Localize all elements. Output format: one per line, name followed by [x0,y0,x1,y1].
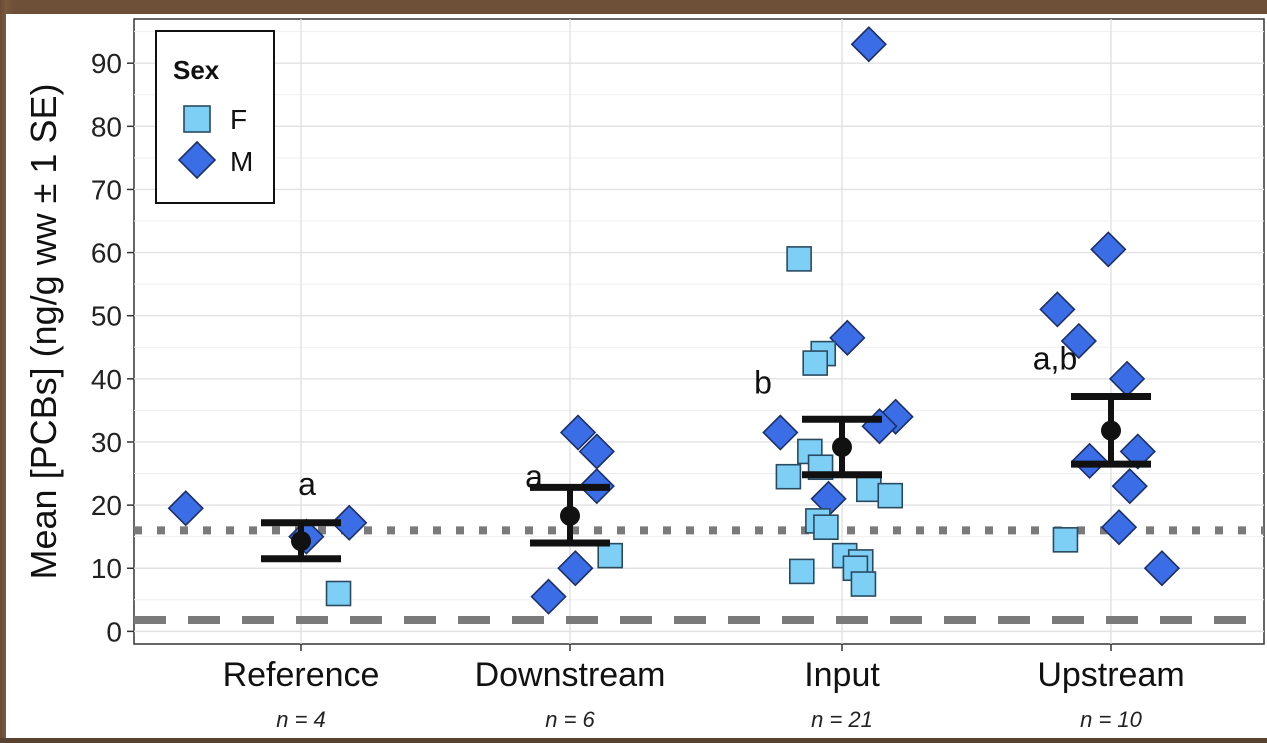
y-tick-label: 20 [91,490,122,521]
x-tick-label: Reference [223,656,380,694]
y-tick-label: 50 [91,301,122,332]
legend-box [155,30,275,204]
legend-label-male: M [230,146,253,177]
point-female [775,463,802,490]
point-female [788,558,815,585]
scatter-chart: Mean [PCBs] (ng/g ww ± 1 SE) a a b a,b 0 10 2… [23,18,1265,732]
point-male [850,26,887,63]
y-tick-label: 60 [91,238,122,269]
point-male [167,490,204,527]
point-male [1090,231,1127,268]
point-female [850,571,877,597]
y-tick-label: 30 [91,427,122,458]
mean-point [291,531,311,552]
point-male [1119,433,1156,470]
y-tick-label: 10 [91,553,122,584]
legend-title: Sex [173,55,220,85]
point-female [877,482,904,509]
significance-label: a,b [1033,341,1077,377]
point-male [530,578,567,615]
point-male [1039,291,1076,328]
mean-point [1101,420,1121,441]
point-male [331,504,368,541]
x-tick-label: Input [804,656,880,694]
significance-label: b [754,364,772,400]
error-bars: a a b a,b [261,341,1151,563]
x-tick-label: Upstream [1037,656,1184,694]
x-tick-label: Downstream [475,656,666,694]
point-male [559,414,597,451]
x-ticks: Reference n = 4 Downstream n = 6 Input n = 21… [223,644,1185,732]
point-male [1060,322,1097,360]
y-tick-label: 90 [91,48,122,79]
y-axis-label: Mean [PCBs] (ng/g ww ± 1 SE) [23,84,64,580]
y-ticks: 0 10 20 30 40 50 60 70 80 90 [91,48,134,647]
point-male [1143,550,1181,587]
legend-label-female: F [230,104,247,135]
reference-lines [134,526,1264,625]
point-female [1052,527,1079,553]
point-male [829,319,866,356]
sample-size-label: n = 6 [545,707,595,732]
point-female [325,580,352,607]
sample-size-label: n = 10 [1080,707,1143,732]
point-female [597,542,624,569]
mean-point [560,505,580,526]
significance-label: a [298,466,316,502]
significance-label: a [525,458,543,494]
point-male [1111,468,1148,505]
chart-canvas: Mean [PCBs] (ng/g ww ± 1 SE) a a b a,b 0 10 2… [6,14,1267,738]
point-female [855,476,882,503]
point-male [1100,509,1138,546]
point-female [786,246,812,272]
point-female [802,350,829,376]
y-tick-label: 70 [91,174,122,205]
point-male [762,414,799,451]
sample-size-label: n = 4 [276,707,326,732]
mean-point [832,437,852,458]
y-tick-label: 80 [91,111,122,142]
y-tick-label: 0 [106,616,122,647]
legend: Sex FM [155,30,275,204]
point-male [557,550,594,587]
legend-diamond-icon [177,140,217,180]
legend-square-icon [183,105,211,133]
point-female [813,514,839,541]
sample-size-label: n = 21 [811,707,873,732]
y-tick-label: 40 [91,364,122,395]
